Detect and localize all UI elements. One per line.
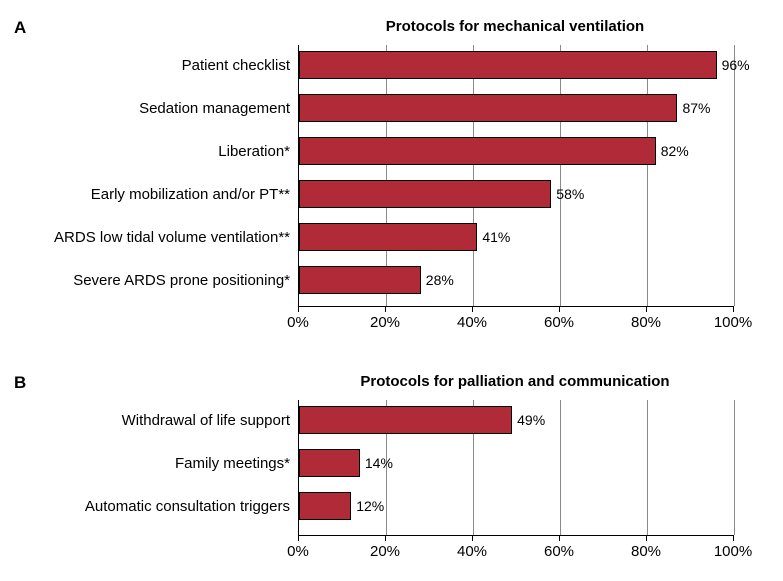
x-tick (385, 535, 386, 541)
bar-value-label: 49% (517, 412, 545, 428)
bar (299, 266, 421, 294)
bar (299, 406, 512, 434)
x-tick-label: 0% (287, 314, 309, 331)
gridline (560, 45, 561, 306)
x-tick-label: 100% (714, 543, 752, 560)
gridline (560, 400, 561, 535)
bar-category-label: ARDS low tidal volume ventilation** (54, 229, 290, 246)
bar-value-label: 96% (722, 57, 750, 73)
x-tick-label: 40% (457, 543, 487, 560)
gridline (473, 45, 474, 306)
bar-category-label: Early mobilization and/or PT** (91, 186, 290, 203)
gridline (647, 45, 648, 306)
panel-b-plot (298, 400, 734, 536)
x-tick-label: 40% (457, 314, 487, 331)
x-tick (646, 306, 647, 312)
x-tick-label: 60% (544, 314, 574, 331)
x-tick-label: 20% (370, 314, 400, 331)
x-tick-label: 60% (544, 543, 574, 560)
x-tick-label: 80% (631, 314, 661, 331)
bar-value-label: 41% (482, 229, 510, 245)
bar (299, 51, 717, 79)
panel-b-title: Protocols for palliation and communicati… (300, 373, 730, 390)
gridline (734, 45, 735, 306)
bar-category-label: Automatic consultation triggers (85, 498, 290, 515)
bar-value-label: 28% (426, 272, 454, 288)
bar-value-label: 12% (356, 498, 384, 514)
x-tick (472, 306, 473, 312)
bar-value-label: 14% (365, 455, 393, 471)
figure: A Protocols for mechanical ventilation B… (0, 0, 783, 581)
bar-category-label: Liberation* (218, 143, 290, 160)
bar (299, 180, 551, 208)
bar (299, 449, 360, 477)
x-tick (646, 535, 647, 541)
x-tick (298, 306, 299, 312)
x-tick-label: 100% (714, 314, 752, 331)
x-tick-label: 0% (287, 543, 309, 560)
bar-category-label: Family meetings* (175, 455, 290, 472)
bar (299, 223, 477, 251)
x-tick (559, 306, 560, 312)
panel-b-letter: B (14, 373, 26, 393)
bar (299, 137, 656, 165)
panel-a-title: Protocols for mechanical ventilation (300, 18, 730, 35)
x-tick (385, 306, 386, 312)
panel-a-letter: A (14, 18, 26, 38)
bar-category-label: Withdrawal of life support (122, 412, 290, 429)
bar-value-label: 58% (556, 186, 584, 202)
bar-category-label: Sedation management (139, 100, 290, 117)
bar-value-label: 87% (682, 100, 710, 116)
gridline (734, 400, 735, 535)
bar (299, 94, 677, 122)
x-tick (472, 535, 473, 541)
bar-category-label: Patient checklist (182, 57, 290, 74)
bar (299, 492, 351, 520)
gridline (647, 400, 648, 535)
panel-a-plot (298, 45, 734, 307)
bar-category-label: Severe ARDS prone positioning* (73, 272, 290, 289)
x-tick (298, 535, 299, 541)
x-tick-label: 20% (370, 543, 400, 560)
x-tick (733, 535, 734, 541)
bar-value-label: 82% (661, 143, 689, 159)
x-tick (733, 306, 734, 312)
x-tick (559, 535, 560, 541)
x-tick-label: 80% (631, 543, 661, 560)
